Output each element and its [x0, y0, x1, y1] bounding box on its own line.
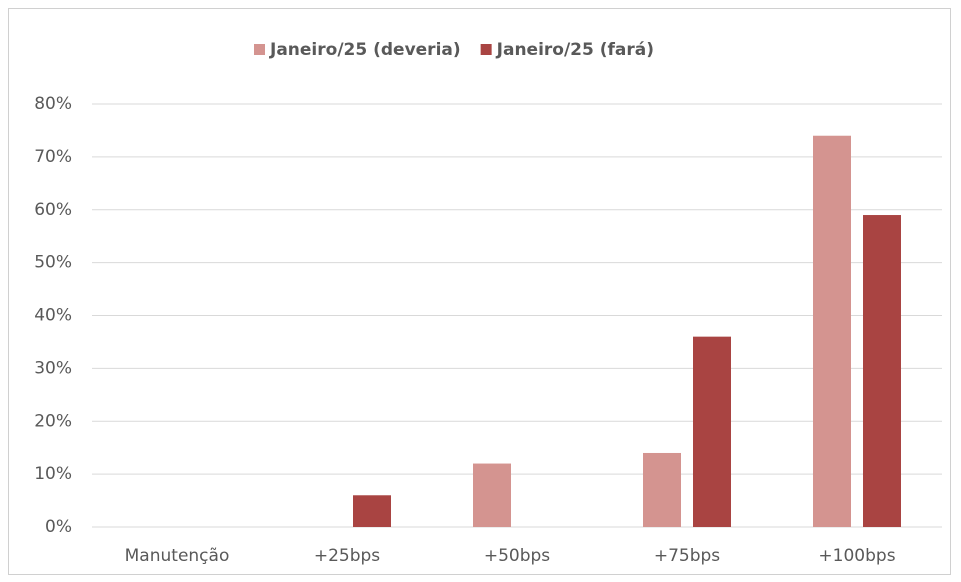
- y-tick-label: 60%: [34, 200, 72, 220]
- legend-label: Janeiro/25 (fará): [496, 40, 654, 60]
- legend-swatch: [254, 44, 265, 55]
- y-tick-label: 0%: [45, 517, 72, 537]
- bar: [643, 452, 681, 527]
- x-tick-label: Manutenção: [125, 546, 230, 566]
- x-tick-label: +75bps: [654, 546, 720, 566]
- bar: [693, 336, 731, 527]
- y-tick-label: 30%: [34, 358, 72, 378]
- bar: [813, 135, 851, 527]
- bar: [473, 463, 511, 527]
- y-tick-label: 50%: [34, 253, 72, 273]
- x-tick-label: +25bps: [314, 546, 380, 566]
- y-tick-label: 40%: [34, 306, 72, 326]
- legend-swatch: [480, 44, 492, 55]
- y-tick-label: 10%: [34, 464, 72, 484]
- x-tick-label: +50bps: [484, 546, 550, 566]
- y-tick-label: 70%: [34, 147, 72, 167]
- x-tick-label: +100bps: [818, 546, 895, 566]
- y-tick-label: 20%: [34, 411, 72, 431]
- legend-label: Janeiro/25 (deveria): [269, 40, 461, 60]
- bar: [863, 215, 901, 527]
- y-tick-label: 80%: [34, 94, 72, 114]
- bar: [353, 495, 391, 527]
